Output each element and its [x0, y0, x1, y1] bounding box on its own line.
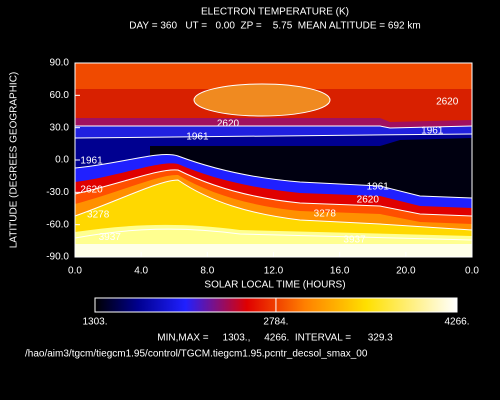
- colorbar-tick-label: 2784.: [263, 317, 288, 328]
- x-tick-label: 8.0: [200, 266, 214, 277]
- contour-label: 1961: [80, 156, 103, 167]
- contour-label: 3278: [87, 210, 110, 221]
- contour-label: 1961: [186, 132, 209, 143]
- source-path: /hao/aim3/tgcm/tiegcm1.95/control/TGCM.t…: [25, 349, 368, 360]
- contour-field: [75, 63, 472, 257]
- contour-label: 3278: [314, 209, 337, 220]
- y-tick-label: -30.0: [46, 187, 69, 198]
- contour-label: 2620: [217, 119, 240, 130]
- contour-label: 1961: [421, 126, 444, 137]
- y-tick-label: -90.0: [46, 252, 69, 263]
- footer: MIN,MAX = 1303., 4266. INTERVAL = 329.3: [157, 333, 393, 344]
- x-axis-label: SOLAR LOCAL TIME (HOURS): [204, 280, 345, 291]
- contour-label: 2620: [436, 97, 459, 108]
- colorbar-tick-label: 1303.: [82, 317, 107, 328]
- y-axis-label: LATITUDE (DEGREES GEOGRAPHIC): [9, 72, 20, 249]
- x-tick-label: 0.0: [68, 266, 82, 277]
- x-tick-label: 16.0: [330, 266, 350, 277]
- contour-label: 3937: [343, 234, 366, 245]
- chart-subtitle: DAY = 360 UT = 0.00 ZP = 5.75 MEAN ALTIT…: [129, 21, 420, 32]
- x-tick-label: 12.0: [264, 266, 284, 277]
- chart-title: ELECTRON TEMPERATURE (K): [201, 7, 349, 18]
- contour-label: 1961: [367, 182, 390, 193]
- contour-label: 2620: [357, 195, 380, 206]
- y-tick-label: 60.0: [50, 90, 70, 101]
- contour-label: 3937: [99, 232, 122, 243]
- x-tick-label: 20.0: [396, 266, 416, 277]
- x-tick-label: 0.0: [465, 266, 479, 277]
- x-tick-label: 4.0: [134, 266, 148, 277]
- y-tick-label: 90.0: [50, 58, 70, 69]
- y-tick-label: -60.0: [46, 219, 69, 230]
- y-tick-label: 0.0: [55, 155, 69, 166]
- colorbar-tick-label: 4266.: [444, 317, 469, 328]
- y-tick-label: 30.0: [50, 122, 70, 133]
- contour-label: 2620: [80, 185, 103, 196]
